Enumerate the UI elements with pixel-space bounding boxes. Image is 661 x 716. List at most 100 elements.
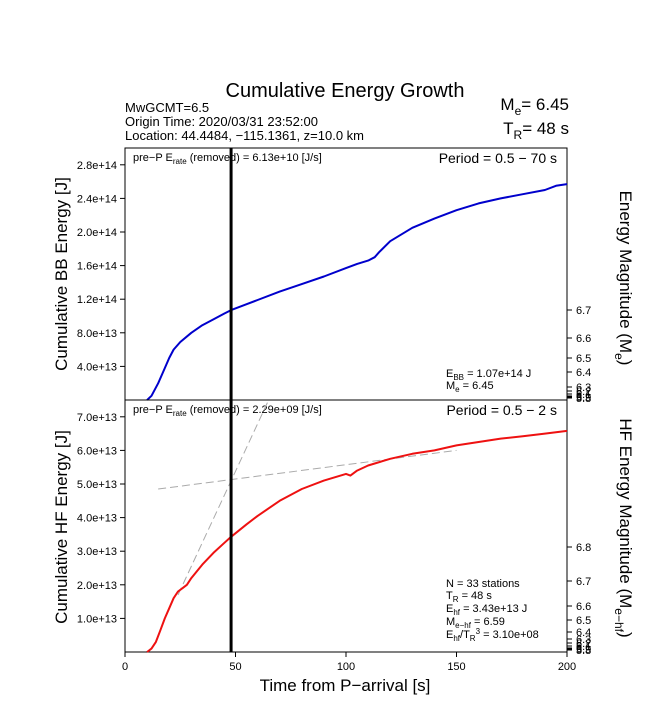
hf-pre-p-prefix: pre−P E: [133, 404, 173, 416]
hf-ratio-mid: /T: [460, 629, 470, 641]
bb-y2label-main: Energy Magnitude (M: [616, 191, 635, 354]
hf-y2tick-label: 5.9: [576, 644, 591, 656]
header-tr-sub: R: [514, 128, 523, 142]
hf-ratio-sub2: R: [470, 634, 476, 643]
bb-y2label-end: ): [616, 360, 635, 366]
hf-mehf-annotation: Me−hf = 6.59: [446, 616, 505, 630]
hf-y2tick-label: 6.7: [576, 576, 591, 588]
hf-y2label-end: ): [616, 632, 635, 638]
hf-energy-panel: pre−P Erate (removed) = 2.29e+09 [J/s] P…: [52, 399, 635, 695]
bb-period-label: Period = 0.5 − 70 s: [439, 150, 557, 166]
bb-ytick-label: 4.0e+13: [77, 361, 117, 373]
hf-y2tick-label: 5.8: [576, 645, 591, 657]
bb-y2tick-label: 6: [576, 391, 582, 403]
bb-pre-p-suffix: (removed) = 6.13e+10 [J/s]: [187, 152, 322, 164]
bb-me-prefix: M: [446, 380, 455, 392]
bb-y2label-sub: e: [612, 353, 626, 360]
bb-ebb-prefix: E: [446, 368, 453, 380]
hf-ratio-sup: 3: [476, 627, 481, 636]
bb-energy-panel: pre−P Erate (removed) = 6.13e+10 [J/s] P…: [52, 147, 635, 405]
bb-ytick-label: 2.0e+14: [77, 227, 117, 239]
hf-ytick-label: 3.0e+13: [77, 546, 117, 558]
hf-mehf-value: = 6.59: [471, 616, 505, 628]
header-tr: TR= 48 s: [503, 119, 569, 142]
hf-ehf-prefix: E: [446, 603, 453, 615]
hf-y2tick-label: 6.1: [576, 641, 591, 653]
hf-y2tick-label: 6.5: [576, 615, 591, 627]
bb-y2tick-label: 6.7: [576, 305, 591, 317]
hf-mehf-prefix: M: [446, 616, 455, 628]
bb-y2tick-label: 6.2: [576, 386, 591, 398]
bb-pre-p-prefix: pre−P E: [133, 152, 173, 164]
location: Location: 44.4484, −115.1361, z=10.0 km: [125, 128, 364, 143]
hf-ratio-prefix: E: [446, 629, 453, 641]
bb-ytick-label: 8.0e+13: [77, 328, 117, 340]
bb-y2tick-label: 6.4: [576, 367, 591, 379]
bb-y2label: Energy Magnitude (Me): [612, 191, 635, 366]
hf-ytick-label: 7.0e+13: [77, 412, 117, 424]
bb-ytick-label: 1.2e+14: [77, 294, 117, 306]
bb-y2tick-label: 5.8: [576, 393, 591, 405]
hf-tr-prefix: T: [446, 590, 453, 602]
bb-series-line: [146, 183, 568, 401]
bb-y2tick-label: 6.5: [576, 353, 591, 365]
hf-fit-line-1: [158, 449, 457, 490]
hf-ytick-label: 5.0e+13: [77, 479, 117, 491]
xtick-label: 100: [337, 661, 355, 673]
hf-xlabel: Time from P−arrival [s]: [260, 676, 431, 695]
bb-ytick-label: 2.4e+14: [77, 193, 117, 205]
xtick-label: 0: [122, 661, 128, 673]
hf-ytick-label: 4.0e+13: [77, 513, 117, 525]
bb-ylabel: Cumulative BB Energy [J]: [52, 177, 71, 371]
hf-mehf-sub: e−hf: [455, 621, 472, 630]
header-tr-label: T: [503, 119, 513, 138]
hf-y2label: HF Energy Magnitude (Me−hf): [612, 418, 635, 637]
hf-y2tick-label: 6.4: [576, 627, 591, 639]
hf-ehf-sub: hf: [453, 608, 460, 617]
chart-title: Cumulative Energy Growth: [226, 80, 465, 102]
hf-y2label-main: HF Energy Magnitude (M: [616, 418, 635, 608]
hf-pre-p-sub: rate: [173, 409, 187, 418]
header-me-label: M: [500, 95, 514, 114]
hf-ehf-value: = 3.43e+13 J: [460, 603, 527, 615]
header-tr-value: = 48 s: [522, 119, 569, 138]
bb-panel-frame: [124, 147, 568, 401]
hf-ytick-label: 1.0e+13: [77, 613, 117, 625]
xtick-label: 150: [447, 661, 465, 673]
hf-series-line: [146, 429, 568, 653]
bb-y2tick-label: 6.1: [576, 389, 591, 401]
xtick-label: 200: [558, 661, 576, 673]
hf-tr-annotation: TR = 48 s: [446, 590, 492, 604]
hf-y2tick-label: 6.6: [576, 601, 591, 613]
hf-pre-p-label: pre−P Erate (removed) = 2.29e+09 [J/s]: [133, 404, 322, 418]
bb-me-annotation: Me = 6.45: [446, 380, 494, 394]
hf-y2tick-label: 6.3: [576, 634, 591, 646]
magnitude-line: MwGCMT=6.5: [125, 100, 209, 115]
hf-ratio-annotation: Ehf/TR3 = 3.10e+08: [446, 627, 539, 643]
bb-me-value: = 6.45: [460, 380, 494, 392]
hf-ehf-annotation: Ehf = 3.43e+13 J: [446, 603, 527, 617]
hf-ylabel: Cumulative HF Energy [J]: [52, 430, 71, 624]
hf-y2tick-label: 6.2: [576, 638, 591, 650]
bb-y2tick-label: 6.6: [576, 333, 591, 345]
hf-tr-sub: R: [453, 595, 459, 604]
hf-ytick-label: 6.0e+13: [77, 445, 117, 457]
hf-y2label-sub: e−hf: [612, 608, 626, 632]
hf-ytick-label: 2.0e+13: [77, 580, 117, 592]
bb-pre-p-label: pre−P Erate (removed) = 6.13e+10 [J/s]: [133, 152, 322, 166]
hf-ratio-value: = 3.10e+08: [480, 629, 539, 641]
bb-ebb-sub: BB: [453, 373, 464, 382]
bb-ebb-annotation: EBB = 1.07e+14 J: [446, 368, 531, 382]
header-me-value: = 6.45: [521, 95, 569, 114]
xtick-label: 50: [229, 661, 241, 673]
hf-n-stations: N = 33 stations: [446, 578, 520, 590]
hf-y2tick-label: 6.8: [576, 542, 591, 554]
bb-y2tick-label: 6.3: [576, 382, 591, 394]
header-me: Me= 6.45: [500, 95, 569, 118]
hf-period-label: Period = 0.5 − 2 s: [446, 402, 557, 418]
origin-time: Origin Time: 2020/03/31 23:52:00: [125, 114, 318, 129]
bb-pre-p-sub: rate: [173, 157, 187, 166]
hf-fit-line-0: [177, 399, 270, 596]
hf-tr-value: = 48 s: [459, 590, 493, 602]
